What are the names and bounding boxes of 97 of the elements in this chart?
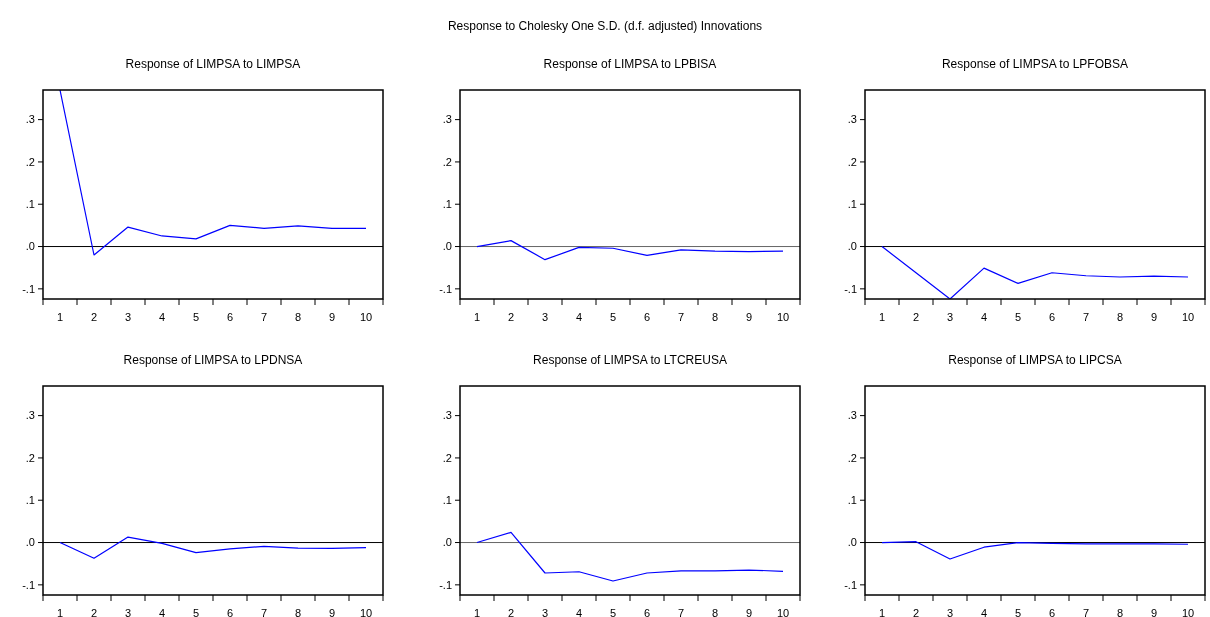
x-tick-label: 10 bbox=[776, 607, 790, 617]
x-tick-label: 7 bbox=[260, 311, 268, 323]
x-tick-label: 9 bbox=[328, 311, 336, 323]
x-tick-label: 1 bbox=[56, 607, 64, 617]
x-tick-label: 4 bbox=[158, 607, 166, 617]
x-tick-label: 10 bbox=[359, 311, 373, 323]
x-tick-label: 4 bbox=[575, 607, 583, 617]
y-tick-label: .2 bbox=[847, 155, 857, 168]
chart-title: Response of LIMPSA to LIPCSA bbox=[948, 353, 1122, 367]
x-tick-label: 4 bbox=[980, 311, 988, 323]
x-tick-label: 2 bbox=[507, 311, 515, 323]
y-tick-label: .1 bbox=[442, 494, 452, 507]
y-tick-label: .1 bbox=[847, 198, 857, 211]
y-tick-label: .0 bbox=[847, 240, 857, 253]
x-tick-label: 2 bbox=[90, 311, 98, 323]
y-tick-label: .2 bbox=[847, 451, 857, 464]
x-tick-label: 4 bbox=[980, 607, 988, 617]
y-tick-label: .3 bbox=[847, 409, 857, 422]
y-tick-label: .3 bbox=[442, 409, 452, 422]
y-tick-label: -.1 bbox=[844, 282, 857, 295]
y-tick-label: -.1 bbox=[439, 578, 452, 591]
x-tick-label: 8 bbox=[711, 311, 719, 323]
y-tick-label: .0 bbox=[847, 536, 857, 549]
x-tick-label: 3 bbox=[946, 607, 954, 617]
x-tick-label: 5 bbox=[192, 311, 200, 323]
y-tick-label: .0 bbox=[25, 240, 35, 253]
y-tick-label: .2 bbox=[442, 451, 452, 464]
x-tick-label: 4 bbox=[158, 311, 166, 323]
x-tick-label: 10 bbox=[776, 311, 790, 323]
y-tick-label: .0 bbox=[442, 240, 452, 253]
x-tick-label: 7 bbox=[1082, 311, 1090, 323]
x-tick-label: 7 bbox=[677, 311, 685, 323]
y-tick-label: .3 bbox=[847, 113, 857, 126]
x-tick-label: 3 bbox=[124, 311, 132, 323]
x-tick-label: 7 bbox=[677, 607, 685, 617]
chart-title: Response of LIMPSA to LTCREUSA bbox=[533, 353, 727, 367]
x-tick-label: 1 bbox=[56, 311, 64, 323]
y-tick-label: .2 bbox=[25, 155, 35, 168]
x-tick-label: 8 bbox=[294, 607, 302, 617]
x-tick-label: 7 bbox=[260, 607, 268, 617]
x-tick-label: 5 bbox=[1014, 311, 1022, 323]
y-tick-label: .0 bbox=[442, 536, 452, 549]
y-tick-label: .3 bbox=[25, 113, 35, 126]
x-tick-label: 3 bbox=[946, 311, 954, 323]
x-tick-label: 6 bbox=[1048, 311, 1056, 323]
x-tick-label: 2 bbox=[90, 607, 98, 617]
y-tick-label: -.1 bbox=[844, 578, 857, 591]
x-tick-label: 9 bbox=[745, 311, 753, 323]
chart-title: Response of LIMPSA to LPFOBSA bbox=[941, 57, 1129, 71]
x-tick-label: 1 bbox=[473, 311, 481, 323]
x-tick-label: 6 bbox=[643, 607, 651, 617]
y-tick-label: .3 bbox=[442, 113, 452, 126]
y-tick-label: -.1 bbox=[22, 282, 35, 295]
y-tick-label: .1 bbox=[25, 198, 35, 211]
y-tick-label: .3 bbox=[25, 409, 35, 422]
y-tick-label: .2 bbox=[442, 155, 452, 168]
x-tick-label: 9 bbox=[1150, 311, 1158, 323]
y-tick-label: .1 bbox=[25, 494, 35, 507]
y-tick-label: -.1 bbox=[22, 578, 35, 591]
x-tick-label: 6 bbox=[226, 607, 234, 617]
text: Response to Cholesky One S.D. (d.f. adjusted) Innovations bbox=[447, 19, 763, 33]
x-tick-label: 8 bbox=[294, 311, 302, 323]
x-tick-label: 6 bbox=[643, 311, 651, 323]
x-tick-label: 10 bbox=[359, 607, 373, 617]
x-tick-label: 8 bbox=[711, 607, 719, 617]
x-tick-label: 7 bbox=[1082, 607, 1090, 617]
x-tick-label: 9 bbox=[745, 607, 753, 617]
x-tick-label: 1 bbox=[473, 607, 481, 617]
x-tick-label: 3 bbox=[124, 607, 132, 617]
x-tick-label: 8 bbox=[1116, 311, 1124, 323]
x-tick-label: 6 bbox=[1048, 607, 1056, 617]
y-tick-label: .2 bbox=[25, 451, 35, 464]
x-tick-label: 3 bbox=[541, 607, 549, 617]
x-tick-label: 1 bbox=[878, 311, 886, 323]
y-tick-label: .1 bbox=[847, 494, 857, 507]
y-tick-label: -.1 bbox=[439, 282, 452, 295]
x-tick-label: 1 bbox=[878, 607, 886, 617]
x-tick-label: 5 bbox=[609, 607, 617, 617]
x-tick-label: 10 bbox=[1181, 311, 1195, 323]
x-tick-label: 5 bbox=[1014, 607, 1022, 617]
x-tick-label: 6 bbox=[226, 311, 234, 323]
x-tick-label: 3 bbox=[541, 311, 549, 323]
y-tick-label: .1 bbox=[442, 198, 452, 211]
x-tick-label: 10 bbox=[1181, 607, 1195, 617]
chart-title: Response of LIMPSA to LPDNSA bbox=[123, 353, 303, 367]
x-tick-label: 2 bbox=[912, 607, 920, 617]
x-tick-label: 2 bbox=[912, 311, 920, 323]
x-tick-label: 5 bbox=[609, 311, 617, 323]
chart-title: Response of LIMPSA to LPBISA bbox=[543, 57, 717, 71]
x-tick-label: 4 bbox=[575, 311, 583, 323]
x-tick-label: 9 bbox=[328, 607, 336, 617]
x-tick-label: 8 bbox=[1116, 607, 1124, 617]
x-tick-label: 9 bbox=[1150, 607, 1158, 617]
x-tick-label: 5 bbox=[192, 607, 200, 617]
y-tick-label: .0 bbox=[25, 536, 35, 549]
x-tick-label: 2 bbox=[507, 607, 515, 617]
chart-title: Response of LIMPSA to LIMPSA bbox=[125, 57, 301, 71]
